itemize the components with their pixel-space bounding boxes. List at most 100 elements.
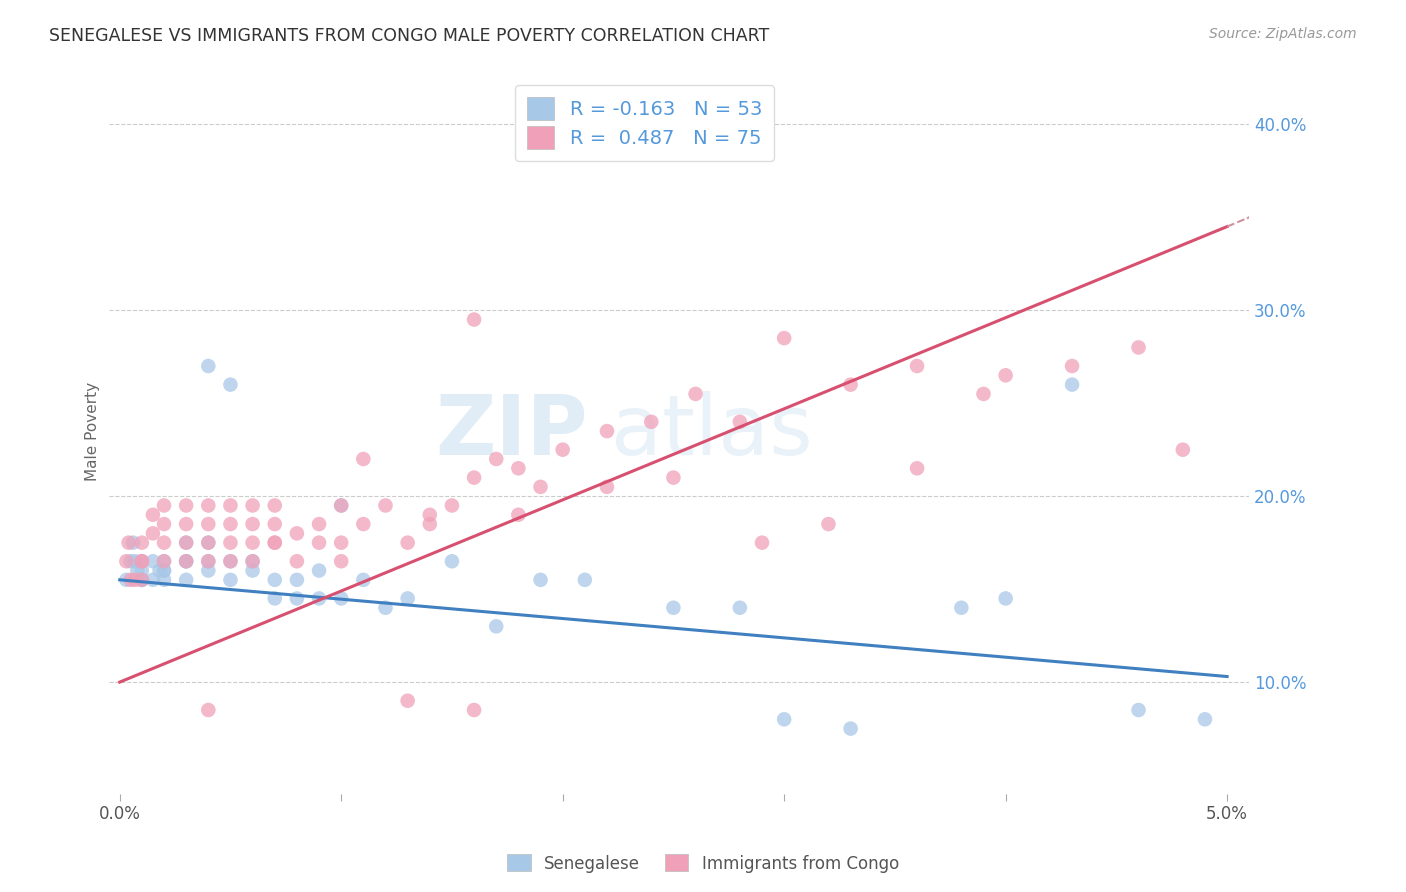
Point <box>153 554 176 568</box>
Point <box>508 461 530 475</box>
Point <box>197 703 219 717</box>
Point <box>242 554 264 568</box>
Point <box>728 415 751 429</box>
Point <box>197 564 219 578</box>
Point <box>685 387 707 401</box>
Point <box>574 573 596 587</box>
Point <box>839 377 862 392</box>
Point <box>463 703 485 717</box>
Point <box>485 619 508 633</box>
Point <box>131 535 153 549</box>
Point <box>419 517 441 532</box>
Point <box>219 554 242 568</box>
Point <box>242 554 264 568</box>
Point <box>153 517 176 532</box>
Point <box>994 368 1017 383</box>
Point <box>1128 703 1150 717</box>
Point <box>174 554 197 568</box>
Point <box>131 554 153 568</box>
Point <box>142 573 165 587</box>
Point <box>396 591 419 606</box>
Point <box>905 461 928 475</box>
Point <box>153 499 176 513</box>
Point <box>419 508 441 522</box>
Point <box>529 573 551 587</box>
Point <box>1194 712 1216 726</box>
Point <box>219 554 242 568</box>
Text: Source: ZipAtlas.com: Source: ZipAtlas.com <box>1209 27 1357 41</box>
Point <box>174 535 197 549</box>
Text: ZIP: ZIP <box>436 391 588 472</box>
Point <box>174 573 197 587</box>
Point <box>396 694 419 708</box>
Point <box>153 564 176 578</box>
Point <box>242 535 264 549</box>
Point <box>197 499 219 513</box>
Point <box>285 591 308 606</box>
Point <box>396 535 419 549</box>
Y-axis label: Male Poverty: Male Poverty <box>86 382 100 481</box>
Point <box>529 480 551 494</box>
Point <box>263 535 285 549</box>
Point <box>142 508 165 522</box>
Point <box>662 600 685 615</box>
Point <box>440 499 463 513</box>
Point <box>508 508 530 522</box>
Point <box>1062 359 1084 373</box>
Point <box>131 564 153 578</box>
Point <box>839 722 862 736</box>
Point <box>197 517 219 532</box>
Point <box>1171 442 1194 457</box>
Point <box>973 387 995 401</box>
Point <box>308 517 330 532</box>
Point <box>773 331 796 345</box>
Point <box>197 359 219 373</box>
Point <box>330 499 353 513</box>
Point <box>728 600 751 615</box>
Point <box>330 591 353 606</box>
Point <box>330 535 353 549</box>
Point <box>148 564 170 578</box>
Point <box>219 499 242 513</box>
Legend: R = -0.163   N = 53, R =  0.487   N = 75: R = -0.163 N = 53, R = 0.487 N = 75 <box>516 86 773 161</box>
Point <box>263 573 285 587</box>
Point <box>197 554 219 568</box>
Point <box>142 554 165 568</box>
Point <box>352 452 374 467</box>
Point <box>131 573 153 587</box>
Point <box>242 499 264 513</box>
Point <box>219 517 242 532</box>
Point <box>153 573 176 587</box>
Point <box>1062 377 1084 392</box>
Point <box>122 535 145 549</box>
Point <box>596 480 619 494</box>
Point <box>817 517 839 532</box>
Point <box>174 554 197 568</box>
Point <box>263 591 285 606</box>
Point <box>285 554 308 568</box>
Point <box>142 526 165 541</box>
Point <box>174 554 197 568</box>
Point <box>120 573 142 587</box>
Point <box>219 377 242 392</box>
Point <box>263 499 285 513</box>
Point <box>197 554 219 568</box>
Point <box>131 573 153 587</box>
Point <box>242 564 264 578</box>
Point <box>905 359 928 373</box>
Point <box>124 554 146 568</box>
Point <box>174 517 197 532</box>
Point <box>219 573 242 587</box>
Point <box>485 452 508 467</box>
Point <box>994 591 1017 606</box>
Point <box>263 535 285 549</box>
Point <box>773 712 796 726</box>
Point <box>263 517 285 532</box>
Point <box>197 535 219 549</box>
Legend: Senegalese, Immigrants from Congo: Senegalese, Immigrants from Congo <box>501 847 905 880</box>
Point <box>153 535 176 549</box>
Point <box>131 554 153 568</box>
Point <box>127 564 149 578</box>
Point <box>352 573 374 587</box>
Point <box>197 535 219 549</box>
